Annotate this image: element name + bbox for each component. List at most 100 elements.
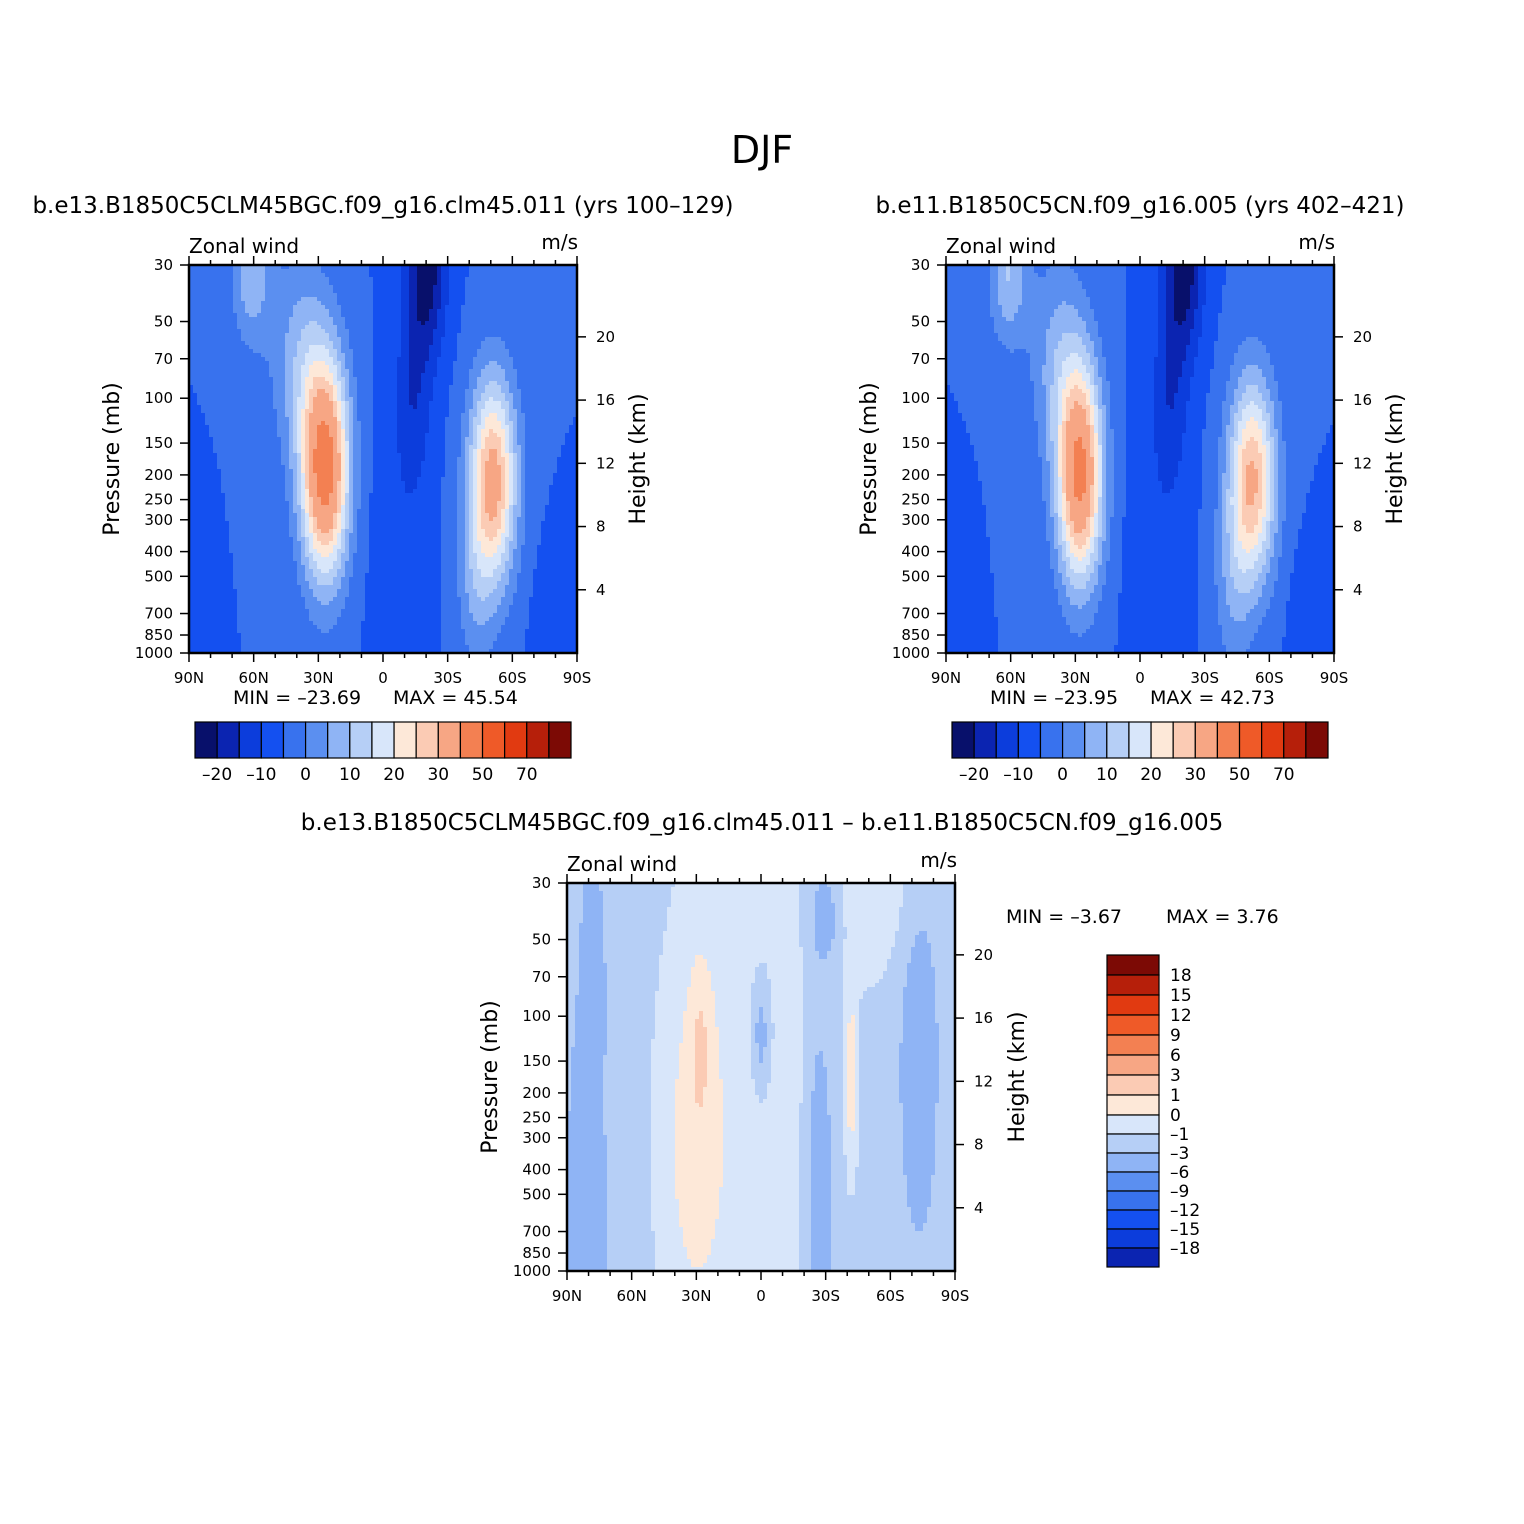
contour-band xyxy=(341,309,374,314)
contour-band xyxy=(1230,421,1235,426)
contour-band xyxy=(1126,305,1159,310)
contour-band xyxy=(1106,421,1111,426)
contour-band xyxy=(1046,513,1051,518)
contour-band xyxy=(501,597,514,602)
contour-band xyxy=(545,509,578,514)
contour-band xyxy=(457,501,466,506)
contour-band xyxy=(1226,585,1235,590)
contour-band xyxy=(998,265,1007,270)
contour-band xyxy=(567,883,584,888)
contour-band xyxy=(501,517,506,522)
contour-band xyxy=(305,485,310,490)
contour-band xyxy=(575,1039,608,1044)
contour-band xyxy=(1094,429,1099,434)
contour-band xyxy=(1062,369,1075,374)
contour-band xyxy=(477,537,490,542)
contour-band xyxy=(329,381,334,386)
contour-band xyxy=(1258,481,1263,486)
contour-band xyxy=(301,337,330,342)
contour-band xyxy=(513,529,518,534)
contour-band xyxy=(1154,437,1183,442)
contour-band xyxy=(373,461,402,466)
contour-band xyxy=(441,625,462,630)
contour-band xyxy=(1066,481,1075,486)
contour-band xyxy=(437,265,442,270)
contour-band xyxy=(1126,377,1155,382)
contour-band xyxy=(1286,513,1303,518)
contour-band xyxy=(473,521,478,526)
contour-band xyxy=(293,473,298,478)
contour-band xyxy=(1254,561,1267,566)
contour-band xyxy=(1110,417,1127,422)
contour-band xyxy=(1110,533,1123,538)
contour-band xyxy=(1066,521,1075,526)
contour-band xyxy=(1270,517,1275,522)
contour-band xyxy=(433,385,450,390)
contour-band xyxy=(421,381,434,386)
contour-band xyxy=(1062,557,1071,562)
contour-band xyxy=(297,341,334,346)
contour-band xyxy=(990,297,999,302)
contour-band xyxy=(1066,457,1075,462)
contour-band xyxy=(293,309,330,314)
contour-band xyxy=(1098,505,1103,510)
contour-band xyxy=(1098,557,1103,562)
contour-band xyxy=(1274,593,1291,598)
contour-band xyxy=(521,409,578,414)
contour-band xyxy=(1254,525,1263,530)
contour-band xyxy=(755,1035,768,1040)
contour-band xyxy=(481,409,506,414)
contour-band xyxy=(1066,401,1075,406)
contour-band xyxy=(485,389,502,394)
contour-band xyxy=(353,449,362,454)
contour-band xyxy=(337,573,346,578)
contour-band xyxy=(990,313,1003,318)
y-tick-label: 850 xyxy=(901,626,930,644)
contour-band xyxy=(978,469,1043,474)
contour-band xyxy=(931,951,956,956)
contour-band xyxy=(473,485,478,490)
contour-band xyxy=(1010,277,1023,282)
contour-band xyxy=(553,477,578,482)
contour-band xyxy=(521,557,538,562)
contour-band xyxy=(441,553,458,558)
contour-band xyxy=(481,549,498,554)
contour-band xyxy=(501,509,506,514)
contour-band xyxy=(345,573,354,578)
contour-band xyxy=(425,445,446,450)
contour-band xyxy=(583,907,604,912)
contour-band xyxy=(1102,389,1111,394)
contour-band xyxy=(1186,421,1207,426)
contour-band xyxy=(441,597,462,602)
contour-band xyxy=(1050,321,1087,326)
contour-band xyxy=(557,457,578,462)
contour-band xyxy=(509,425,514,430)
contour-band xyxy=(465,633,498,638)
contour-band xyxy=(1238,589,1251,594)
contour-band xyxy=(281,265,290,270)
contour-band xyxy=(1238,533,1259,538)
contour-band xyxy=(1234,617,1247,622)
contour-band xyxy=(1098,361,1107,366)
contour-band xyxy=(1238,421,1247,426)
contour-band xyxy=(1122,589,1199,594)
contour-band xyxy=(1046,413,1051,418)
contour-band xyxy=(489,361,498,366)
contour-band xyxy=(1070,353,1079,358)
contour-band xyxy=(655,1015,684,1020)
contour-band xyxy=(329,553,338,558)
contour-band xyxy=(321,421,326,426)
contour-band xyxy=(1214,517,1223,522)
contour-band xyxy=(1094,449,1099,454)
contour-band xyxy=(907,971,936,976)
contour-band xyxy=(1070,509,1091,514)
contour-band xyxy=(567,1011,576,1016)
contour-band xyxy=(715,1015,752,1020)
contour-band xyxy=(1070,549,1087,554)
contour-band xyxy=(449,397,466,402)
contour-band xyxy=(1218,493,1223,498)
contour-band xyxy=(1062,425,1067,430)
contour-band xyxy=(1066,377,1083,382)
contour-band xyxy=(998,333,1047,338)
contour-band xyxy=(946,465,979,470)
